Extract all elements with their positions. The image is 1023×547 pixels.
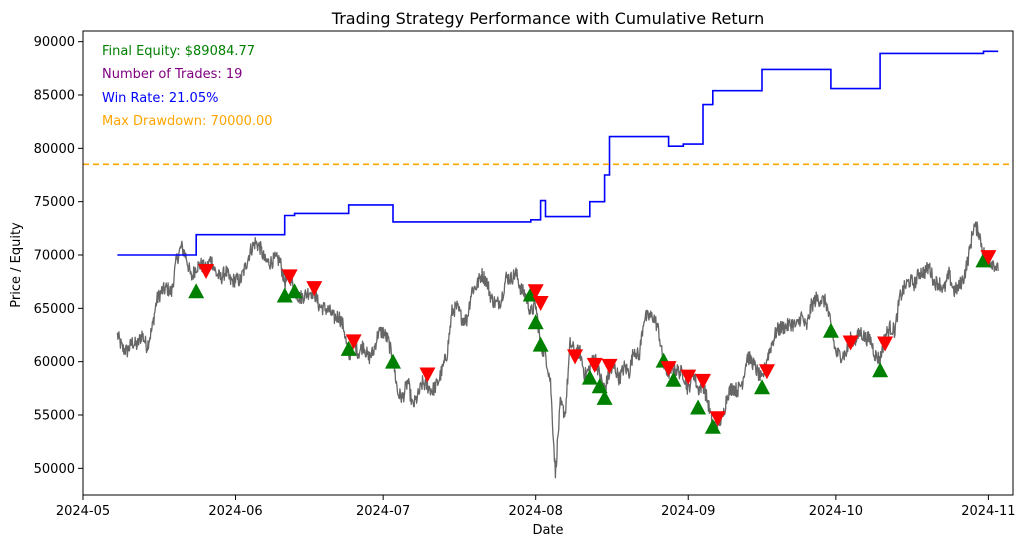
x-tick-label: 2024-05 (56, 504, 110, 519)
y-tick-label: 50000 (34, 462, 75, 477)
buy-signal-marker (975, 252, 992, 268)
x-tick-label: 2024-11 (961, 504, 1015, 519)
buy-signal-marker (527, 314, 544, 330)
price-series-line (116, 221, 999, 479)
y-tick-label: 75000 (34, 195, 75, 210)
x-tick-label: 2024-10 (809, 504, 863, 519)
sell-signal-marker (419, 367, 436, 383)
x-tick-label: 2024-08 (509, 504, 563, 519)
buy-signal-marker (591, 378, 608, 394)
buy-signal-marker (581, 369, 598, 385)
y-tick-label: 55000 (34, 409, 75, 424)
x-tick-label: 2024-09 (661, 504, 715, 519)
annotation-win-rate: Win Rate: 21.05% (102, 91, 218, 106)
annotation-block: Final Equity: $89084.77 Number of Trades… (102, 44, 273, 129)
sell-signal-marker (586, 357, 603, 373)
sell-signal-marker (198, 264, 215, 279)
plot-area (83, 50, 1013, 479)
buy-signal-marker (690, 399, 707, 415)
sell-signal-marker (567, 349, 584, 365)
sell-signal-marker (345, 334, 362, 350)
buy-signal-marker (188, 283, 205, 299)
sell-signal-marker (842, 335, 859, 351)
axis-ticks: 2024-05 2024-06 2024-07 2024-08 2024-09 2024-… (34, 35, 1016, 519)
buy-signal-marker (276, 287, 293, 303)
equity-series-line (117, 50, 999, 256)
annotation-final-equity: Final Equity: $89084.77 (102, 44, 255, 59)
sell-signal-marker (877, 336, 894, 352)
sell-signal-marker (306, 281, 323, 297)
sell-signal-marker (660, 361, 677, 377)
buy-signal-marker (665, 371, 682, 387)
sell-signal-marker (527, 284, 544, 300)
chart-title: Trading Strategy Performance with Cumula… (331, 9, 764, 28)
x-tick-label: 2024-06 (208, 504, 262, 519)
x-axis-label: Date (532, 523, 563, 538)
y-tick-label: 80000 (34, 142, 75, 157)
buy-signal-marker (822, 322, 839, 338)
y-tick-label: 60000 (34, 355, 75, 370)
sell-signal-marker (680, 369, 697, 385)
sell-signal-marker (980, 250, 997, 266)
y-tick-label: 70000 (34, 249, 75, 264)
y-axis-label: Price / Equity (9, 222, 24, 308)
sell-signal-marker (695, 373, 711, 389)
buy-signal-marker (754, 379, 771, 395)
y-tick-label: 90000 (34, 35, 75, 50)
buy-signal-marker (704, 418, 721, 434)
buy-signal-marker (340, 340, 357, 356)
annotation-max-drawdown: Max Drawdown: 70000.00 (102, 114, 273, 129)
buy-signal-marker (532, 336, 549, 352)
buy-signal-marker (385, 353, 401, 369)
y-tick-label: 65000 (34, 302, 75, 317)
sell-signal-marker (532, 296, 549, 311)
sell-signal-marker (758, 364, 775, 380)
annotation-number-of-trades: Number of Trades: 19 (102, 67, 242, 82)
buy-signal-marker (872, 362, 889, 378)
sell-signal-marker (601, 358, 618, 374)
y-tick-label: 85000 (34, 89, 75, 104)
plot-frame (82, 30, 1014, 496)
sell-signal-marker (709, 411, 726, 427)
buy-signal-marker (286, 283, 303, 299)
x-tick-label: 2024-07 (356, 504, 410, 519)
buy-signal-marker (596, 389, 613, 405)
sell-signal-marker (281, 269, 298, 285)
